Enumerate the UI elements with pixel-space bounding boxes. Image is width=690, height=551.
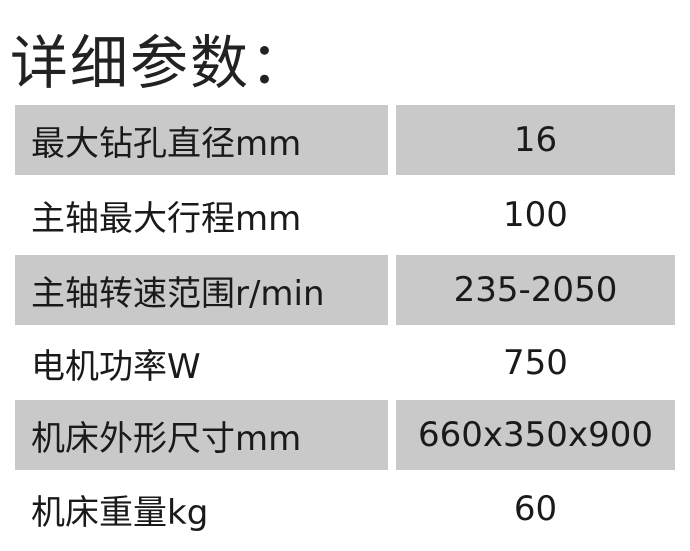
spec-label: 主轴转速范围r/min	[15, 255, 388, 325]
table-row: 最大钻孔直径mm 16	[15, 105, 675, 175]
spec-label: 机床重量kg	[31, 492, 209, 533]
page-title: 详细参数：	[10, 29, 311, 97]
spec-value: 660x350x900	[396, 400, 675, 470]
table-row: 主轴转速范围r/min 235-2050	[15, 255, 675, 325]
table-row: 主轴最大行程mm 100	[15, 180, 675, 250]
spec-value: 60	[513, 489, 558, 529]
spec-value: 16	[396, 105, 675, 175]
spec-label: 机床外形尺寸mm	[15, 400, 388, 470]
spec-label: 最大钻孔直径mm	[15, 105, 388, 175]
spec-label: 电机功率W	[31, 346, 201, 387]
spec-value: 235-2050	[396, 255, 675, 325]
spec-value: 100	[503, 195, 568, 235]
table-row: 电机功率W 750	[15, 328, 675, 398]
spec-label: 主轴最大行程mm	[31, 198, 302, 239]
spec-value: 750	[503, 343, 568, 383]
table-row: 机床外形尺寸mm 660x350x900	[15, 400, 675, 470]
table-row: 机床重量kg 60	[15, 474, 675, 544]
